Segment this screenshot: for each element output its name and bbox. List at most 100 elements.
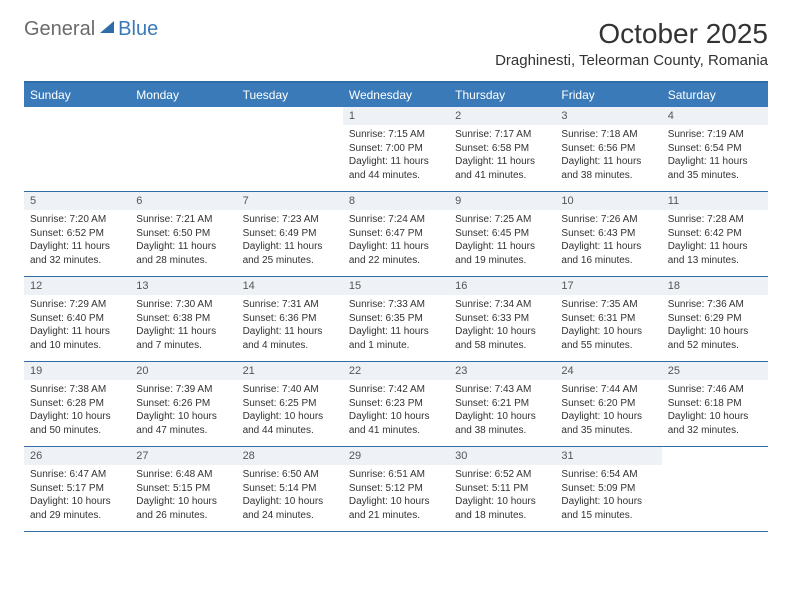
calendar-cell: 17Sunrise: 7:35 AMSunset: 6:31 PMDayligh… bbox=[555, 277, 661, 361]
day-number: 24 bbox=[555, 362, 661, 380]
calendar-cell: 13Sunrise: 7:30 AMSunset: 6:38 PMDayligh… bbox=[130, 277, 236, 361]
day-details: Sunrise: 7:38 AMSunset: 6:28 PMDaylight:… bbox=[24, 380, 130, 441]
day-number: 20 bbox=[130, 362, 236, 380]
calendar-cell: 4Sunrise: 7:19 AMSunset: 6:54 PMDaylight… bbox=[662, 107, 768, 191]
calendar-cell: 21Sunrise: 7:40 AMSunset: 6:25 PMDayligh… bbox=[237, 362, 343, 446]
day-details: Sunrise: 7:21 AMSunset: 6:50 PMDaylight:… bbox=[130, 210, 236, 271]
calendar-cell: 24Sunrise: 7:44 AMSunset: 6:20 PMDayligh… bbox=[555, 362, 661, 446]
calendar-cell: 1Sunrise: 7:15 AMSunset: 7:00 PMDaylight… bbox=[343, 107, 449, 191]
day-details: Sunrise: 6:50 AMSunset: 5:14 PMDaylight:… bbox=[237, 465, 343, 526]
calendar-cell bbox=[237, 107, 343, 191]
day-number: 27 bbox=[130, 447, 236, 465]
day-details: Sunrise: 7:42 AMSunset: 6:23 PMDaylight:… bbox=[343, 380, 449, 441]
calendar-cell: 5Sunrise: 7:20 AMSunset: 6:52 PMDaylight… bbox=[24, 192, 130, 276]
brand-text-blue: Blue bbox=[118, 18, 158, 41]
day-number: 15 bbox=[343, 277, 449, 295]
day-details: Sunrise: 7:25 AMSunset: 6:45 PMDaylight:… bbox=[449, 210, 555, 271]
day-details: Sunrise: 7:30 AMSunset: 6:38 PMDaylight:… bbox=[130, 295, 236, 356]
brand-triangle-icon bbox=[100, 21, 114, 33]
brand-text-general: General bbox=[24, 18, 95, 41]
calendar-cell: 6Sunrise: 7:21 AMSunset: 6:50 PMDaylight… bbox=[130, 192, 236, 276]
month-title: October 2025 bbox=[495, 18, 768, 50]
day-details: Sunrise: 6:54 AMSunset: 5:09 PMDaylight:… bbox=[555, 465, 661, 526]
day-number: 29 bbox=[343, 447, 449, 465]
weekday-header: Sunday Monday Tuesday Wednesday Thursday… bbox=[24, 83, 768, 107]
weekday-monday: Monday bbox=[130, 83, 236, 107]
day-number: 4 bbox=[662, 107, 768, 125]
weekday-tuesday: Tuesday bbox=[237, 83, 343, 107]
title-block: October 2025 Draghinesti, Teleorman Coun… bbox=[495, 18, 768, 69]
calendar-week: 1Sunrise: 7:15 AMSunset: 7:00 PMDaylight… bbox=[24, 107, 768, 192]
calendar-cell: 31Sunrise: 6:54 AMSunset: 5:09 PMDayligh… bbox=[555, 447, 661, 531]
day-number: 8 bbox=[343, 192, 449, 210]
weekday-wednesday: Wednesday bbox=[343, 83, 449, 107]
location-text: Draghinesti, Teleorman County, Romania bbox=[495, 52, 768, 69]
day-details: Sunrise: 7:36 AMSunset: 6:29 PMDaylight:… bbox=[662, 295, 768, 356]
day-details: Sunrise: 7:39 AMSunset: 6:26 PMDaylight:… bbox=[130, 380, 236, 441]
day-number: 16 bbox=[449, 277, 555, 295]
brand-logo: General Blue bbox=[24, 18, 158, 41]
calendar-cell: 19Sunrise: 7:38 AMSunset: 6:28 PMDayligh… bbox=[24, 362, 130, 446]
calendar-cell: 23Sunrise: 7:43 AMSunset: 6:21 PMDayligh… bbox=[449, 362, 555, 446]
day-details: Sunrise: 7:29 AMSunset: 6:40 PMDaylight:… bbox=[24, 295, 130, 356]
calendar-week: 19Sunrise: 7:38 AMSunset: 6:28 PMDayligh… bbox=[24, 362, 768, 447]
calendar-cell: 22Sunrise: 7:42 AMSunset: 6:23 PMDayligh… bbox=[343, 362, 449, 446]
calendar-cell: 9Sunrise: 7:25 AMSunset: 6:45 PMDaylight… bbox=[449, 192, 555, 276]
day-number-empty bbox=[24, 107, 130, 125]
calendar-cell: 25Sunrise: 7:46 AMSunset: 6:18 PMDayligh… bbox=[662, 362, 768, 446]
day-number: 11 bbox=[662, 192, 768, 210]
day-number: 7 bbox=[237, 192, 343, 210]
calendar-cell: 20Sunrise: 7:39 AMSunset: 6:26 PMDayligh… bbox=[130, 362, 236, 446]
day-details: Sunrise: 7:18 AMSunset: 6:56 PMDaylight:… bbox=[555, 125, 661, 186]
day-number: 28 bbox=[237, 447, 343, 465]
day-number: 21 bbox=[237, 362, 343, 380]
day-details: Sunrise: 6:51 AMSunset: 5:12 PMDaylight:… bbox=[343, 465, 449, 526]
weekday-sunday: Sunday bbox=[24, 83, 130, 107]
day-details: Sunrise: 7:31 AMSunset: 6:36 PMDaylight:… bbox=[237, 295, 343, 356]
calendar-cell bbox=[130, 107, 236, 191]
calendar-cell: 29Sunrise: 6:51 AMSunset: 5:12 PMDayligh… bbox=[343, 447, 449, 531]
day-number: 23 bbox=[449, 362, 555, 380]
day-details: Sunrise: 6:52 AMSunset: 5:11 PMDaylight:… bbox=[449, 465, 555, 526]
day-number: 2 bbox=[449, 107, 555, 125]
day-number: 13 bbox=[130, 277, 236, 295]
calendar-cell: 15Sunrise: 7:33 AMSunset: 6:35 PMDayligh… bbox=[343, 277, 449, 361]
day-details: Sunrise: 7:15 AMSunset: 7:00 PMDaylight:… bbox=[343, 125, 449, 186]
day-number: 30 bbox=[449, 447, 555, 465]
day-details: Sunrise: 6:47 AMSunset: 5:17 PMDaylight:… bbox=[24, 465, 130, 526]
calendar-cell: 2Sunrise: 7:17 AMSunset: 6:58 PMDaylight… bbox=[449, 107, 555, 191]
day-number: 6 bbox=[130, 192, 236, 210]
calendar-cell: 27Sunrise: 6:48 AMSunset: 5:15 PMDayligh… bbox=[130, 447, 236, 531]
day-number: 12 bbox=[24, 277, 130, 295]
day-number: 14 bbox=[237, 277, 343, 295]
day-details: Sunrise: 7:44 AMSunset: 6:20 PMDaylight:… bbox=[555, 380, 661, 441]
day-details: Sunrise: 7:24 AMSunset: 6:47 PMDaylight:… bbox=[343, 210, 449, 271]
day-number: 5 bbox=[24, 192, 130, 210]
calendar-week: 26Sunrise: 6:47 AMSunset: 5:17 PMDayligh… bbox=[24, 447, 768, 532]
calendar-cell bbox=[662, 447, 768, 531]
day-number-empty bbox=[237, 107, 343, 125]
day-details: Sunrise: 7:28 AMSunset: 6:42 PMDaylight:… bbox=[662, 210, 768, 271]
calendar-cell: 30Sunrise: 6:52 AMSunset: 5:11 PMDayligh… bbox=[449, 447, 555, 531]
calendar-cell: 16Sunrise: 7:34 AMSunset: 6:33 PMDayligh… bbox=[449, 277, 555, 361]
day-number: 31 bbox=[555, 447, 661, 465]
calendar-cell bbox=[24, 107, 130, 191]
day-number: 9 bbox=[449, 192, 555, 210]
day-number: 1 bbox=[343, 107, 449, 125]
weekday-friday: Friday bbox=[555, 83, 661, 107]
day-number: 17 bbox=[555, 277, 661, 295]
calendar-cell: 26Sunrise: 6:47 AMSunset: 5:17 PMDayligh… bbox=[24, 447, 130, 531]
calendar: Sunday Monday Tuesday Wednesday Thursday… bbox=[24, 81, 768, 532]
day-details: Sunrise: 7:40 AMSunset: 6:25 PMDaylight:… bbox=[237, 380, 343, 441]
calendar-cell: 10Sunrise: 7:26 AMSunset: 6:43 PMDayligh… bbox=[555, 192, 661, 276]
day-number: 25 bbox=[662, 362, 768, 380]
day-number: 22 bbox=[343, 362, 449, 380]
calendar-cell: 12Sunrise: 7:29 AMSunset: 6:40 PMDayligh… bbox=[24, 277, 130, 361]
calendar-cell: 11Sunrise: 7:28 AMSunset: 6:42 PMDayligh… bbox=[662, 192, 768, 276]
day-number: 3 bbox=[555, 107, 661, 125]
day-number-empty bbox=[662, 447, 768, 465]
day-details: Sunrise: 7:23 AMSunset: 6:49 PMDaylight:… bbox=[237, 210, 343, 271]
day-number: 10 bbox=[555, 192, 661, 210]
calendar-week: 12Sunrise: 7:29 AMSunset: 6:40 PMDayligh… bbox=[24, 277, 768, 362]
day-number: 26 bbox=[24, 447, 130, 465]
